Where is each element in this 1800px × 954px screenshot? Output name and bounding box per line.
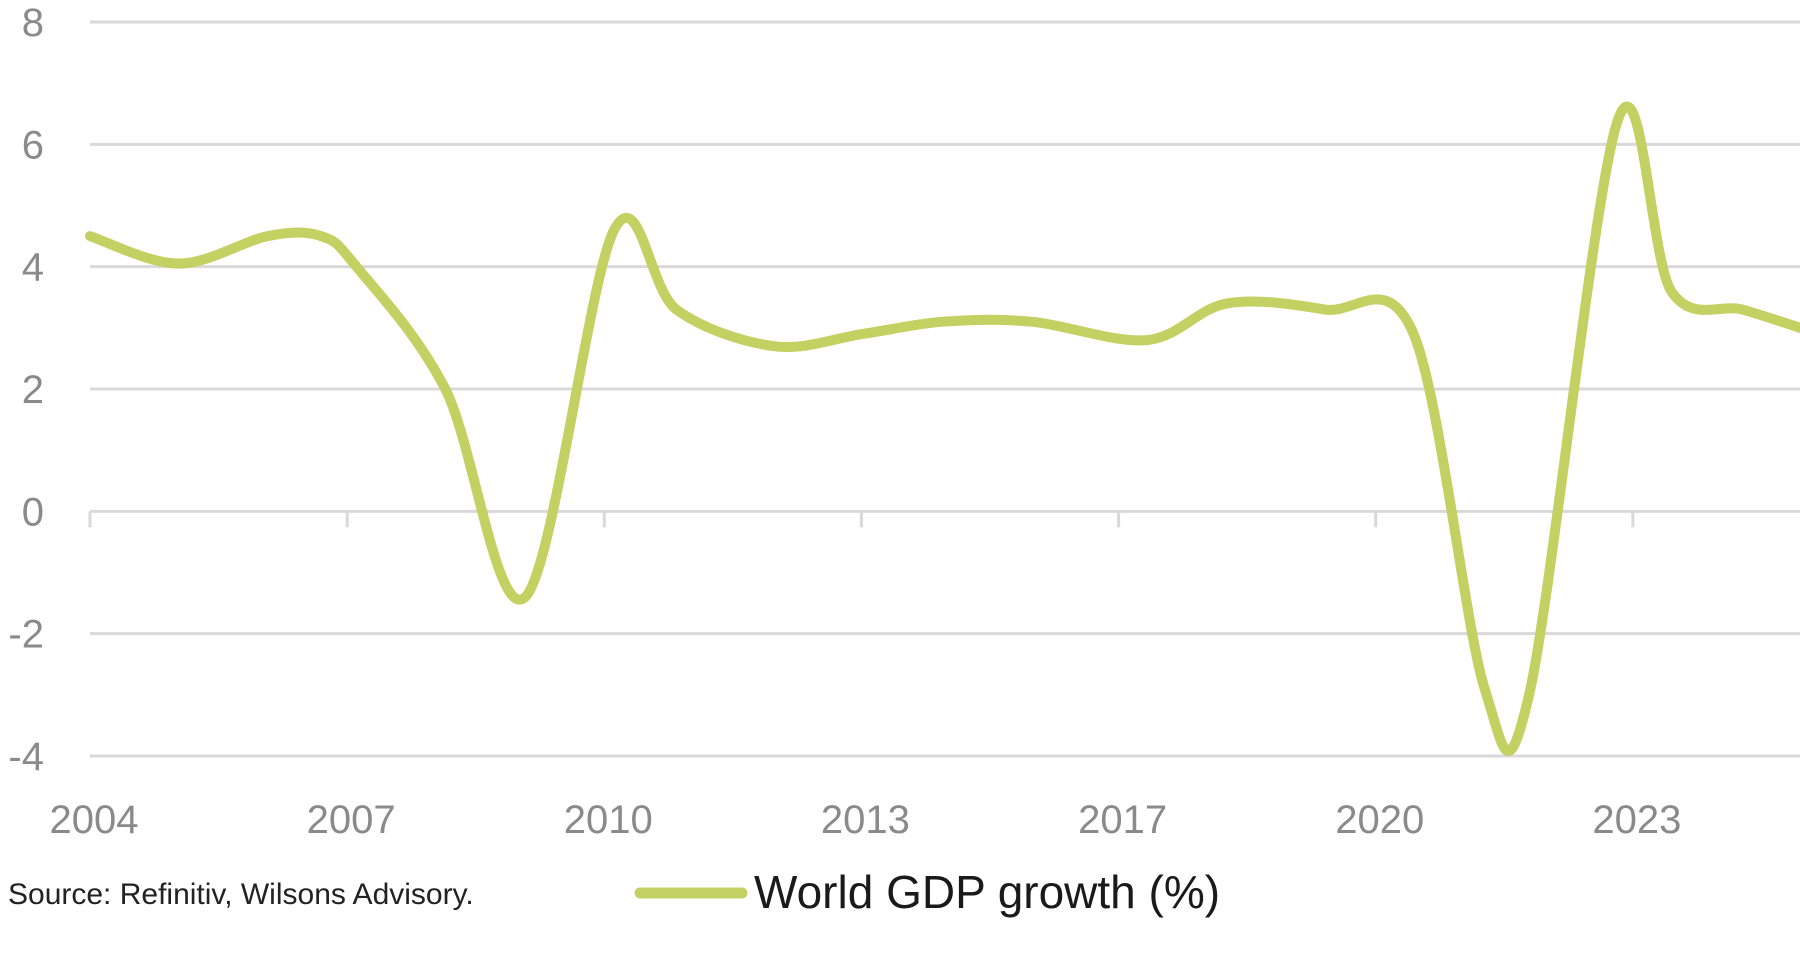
x-tick-label: 2007 <box>307 798 396 842</box>
y-tick-label: -2 <box>8 613 44 657</box>
legend: World GDP growth (%) <box>634 866 1220 918</box>
x-axis: 2004 2007 2010 2013 2017 2020 2023 <box>50 511 1681 842</box>
y-tick-label: 6 <box>22 123 44 167</box>
x-tick-label: 2010 <box>564 798 653 842</box>
y-tick-label: 0 <box>22 490 44 534</box>
y-tick-label: 4 <box>22 246 44 290</box>
y-tick-label: 8 <box>22 1 44 45</box>
series-lines <box>85 102 1800 756</box>
gridlines <box>90 20 1800 758</box>
x-tick-label: 2004 <box>50 798 139 842</box>
y-tick-label: 2 <box>22 368 44 412</box>
series-line-world-gdp-growth <box>85 102 1800 756</box>
x-tick-label: 2023 <box>1592 798 1681 842</box>
x-tick-label: 2020 <box>1335 798 1424 842</box>
x-tick-label: 2017 <box>1078 798 1167 842</box>
legend-label: World GDP growth (%) <box>754 866 1220 918</box>
x-tick-label: 2013 <box>821 798 910 842</box>
y-tick-label: -4 <box>8 735 44 779</box>
source-note: Source: Refinitiv, Wilsons Advisory. <box>8 878 474 911</box>
y-axis-ticks: 8 6 4 2 0 -2 -4 <box>8 1 44 779</box>
